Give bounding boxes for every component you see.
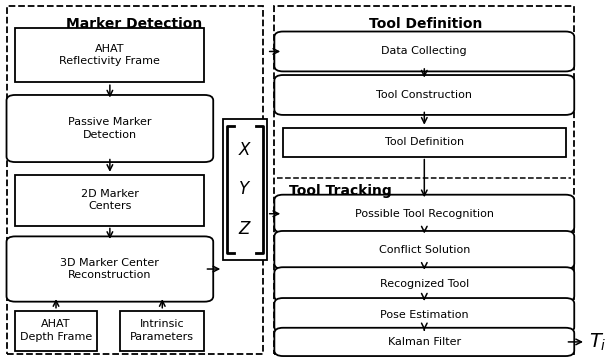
FancyBboxPatch shape — [7, 95, 213, 162]
FancyBboxPatch shape — [275, 6, 574, 354]
Text: AHAT
Reflectivity Frame: AHAT Reflectivity Frame — [59, 44, 161, 66]
FancyBboxPatch shape — [275, 231, 574, 269]
Text: $X$: $X$ — [238, 141, 252, 159]
FancyBboxPatch shape — [15, 28, 204, 82]
Text: Data Collecting: Data Collecting — [382, 47, 467, 56]
Text: $Z$: $Z$ — [238, 220, 252, 238]
FancyBboxPatch shape — [275, 298, 574, 332]
FancyBboxPatch shape — [7, 6, 263, 354]
Text: $Y$: $Y$ — [238, 180, 251, 198]
Text: Possible Tool Recognition: Possible Tool Recognition — [355, 209, 494, 219]
Text: Conflict Solution: Conflict Solution — [379, 245, 470, 255]
Text: Tool Definition: Tool Definition — [385, 137, 464, 147]
Text: Tool Definition: Tool Definition — [369, 17, 482, 31]
Text: AHAT
Depth Frame: AHAT Depth Frame — [20, 320, 92, 342]
Text: 2D Marker
Centers: 2D Marker Centers — [81, 189, 139, 211]
FancyBboxPatch shape — [223, 119, 267, 260]
Text: Marker Detection: Marker Detection — [67, 17, 203, 31]
Text: $T_i$: $T_i$ — [589, 331, 606, 353]
Text: 3D Marker Center
Reconstruction: 3D Marker Center Reconstruction — [61, 258, 159, 280]
Text: Tool Construction: Tool Construction — [376, 90, 472, 100]
Text: Tool Tracking: Tool Tracking — [289, 184, 391, 198]
FancyBboxPatch shape — [7, 236, 213, 302]
FancyBboxPatch shape — [275, 267, 574, 302]
FancyBboxPatch shape — [15, 175, 204, 226]
FancyBboxPatch shape — [275, 32, 574, 71]
FancyBboxPatch shape — [275, 328, 574, 356]
FancyBboxPatch shape — [275, 75, 574, 115]
Text: Kalman Filter: Kalman Filter — [388, 337, 461, 347]
Text: Recognized Tool: Recognized Tool — [380, 280, 469, 289]
Text: Passive Marker
Detection: Passive Marker Detection — [68, 117, 152, 140]
FancyBboxPatch shape — [275, 195, 574, 233]
FancyBboxPatch shape — [120, 311, 204, 351]
Text: Pose Estimation: Pose Estimation — [380, 310, 468, 320]
Text: Intrinsic
Parameters: Intrinsic Parameters — [130, 320, 195, 342]
FancyBboxPatch shape — [283, 128, 565, 157]
FancyBboxPatch shape — [15, 311, 97, 351]
